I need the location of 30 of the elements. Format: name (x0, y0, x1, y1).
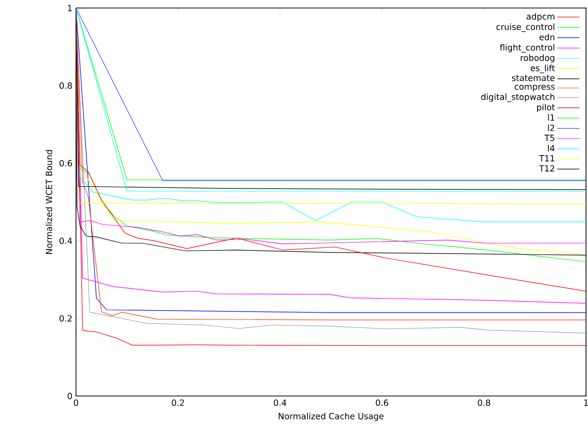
legend-label: es_lift (530, 64, 555, 74)
legend-label: l2 (548, 124, 554, 131)
x-tick-label: 1 (584, 400, 588, 406)
y-tick-label: 1 (68, 4, 72, 12)
legend-label: T11 (539, 155, 554, 162)
legend-label: statemate (512, 75, 555, 82)
legend-label: robodog (520, 54, 554, 63)
x-axis-title: Normalized Cache Usage (278, 412, 384, 421)
y-tick-label: 0.8 (60, 82, 72, 89)
legend-label: flight_control (500, 44, 554, 53)
legend-label: T5 (544, 134, 554, 142)
legend-label: edn (540, 34, 554, 40)
y-axis-title: Normalized WCET Bound (46, 150, 52, 254)
x-tick-label: 0 (74, 400, 78, 406)
legend-label: l4 (548, 144, 555, 152)
x-tick-label: 0.6 (376, 400, 388, 406)
legend-label: digital_stopwatch (481, 94, 554, 102)
y-tick-label: 0.2 (60, 315, 72, 322)
y-tick-label: 0 (68, 392, 72, 400)
legend-label: pilot (537, 104, 555, 112)
x-tick-label: 0.2 (172, 400, 184, 406)
legend-label: compress (514, 84, 555, 92)
y-tick-label: 0.6 (60, 160, 72, 166)
y-tick-label: 0.4 (60, 238, 72, 244)
x-tick-label: 0.4 (274, 400, 286, 406)
legend-label: T12 (539, 165, 554, 172)
legend-label: l1 (548, 114, 554, 121)
legend-label: adpcm (526, 13, 554, 22)
legend-label: cruise_control (496, 23, 554, 32)
x-tick-label: 0.8 (478, 400, 490, 406)
